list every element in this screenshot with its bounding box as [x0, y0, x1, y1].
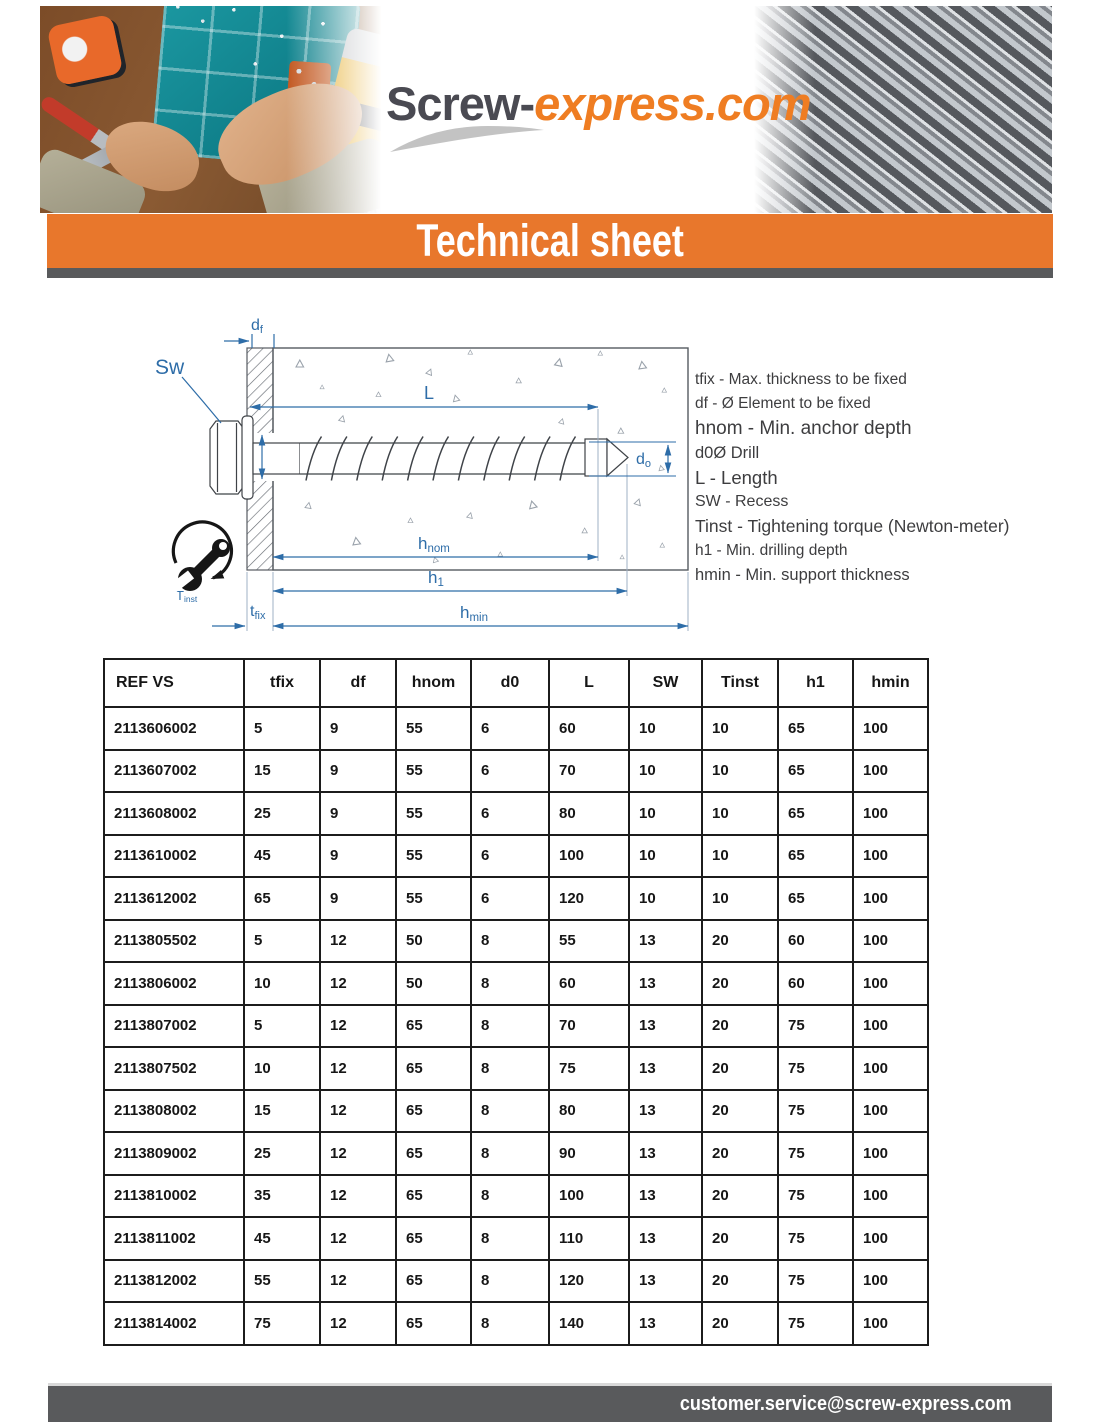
column-header: h1	[777, 658, 854, 708]
table-row: 2113809002 25 12 65 8 90 13 20 75 100	[103, 1131, 929, 1176]
legend-item: hnom - Min. anchor depth	[695, 417, 912, 439]
sw-label: Sw	[155, 356, 185, 379]
column-header: hnom	[395, 658, 472, 708]
table-row: 2113607002 15 9 55 6 70 10 10 65 100	[103, 748, 929, 793]
logo-text-dark: Screw-	[386, 77, 535, 130]
specification-table: REF VS tfix df hnom d0 L SW Tinst h1 hmi…	[103, 658, 929, 1346]
table-row: 2113810002 35 12 65 8 100 13 20 75 100	[103, 1173, 929, 1218]
column-header: hmin	[852, 658, 929, 708]
screw-anchor-drawing	[209, 415, 629, 500]
hnom-label: hnom	[418, 534, 450, 555]
footer-bar: customer.service@screw-express.com	[48, 1383, 1052, 1422]
table-row: 2113806002 10 12 50 8 60 13 20 60 100	[103, 961, 929, 1006]
table-row: 2113812002 55 12 65 8 120 13 20 75 100	[103, 1258, 929, 1303]
hmin-label: hmin	[460, 603, 488, 624]
page-title: Technical sheet	[416, 215, 684, 266]
table-row: 2113606002 5 9 55 6 60 10 10 65 100	[103, 706, 929, 751]
diagram-legend: tfix - Max. thickness to be fixed df - Ø…	[695, 368, 1095, 588]
extension-lines	[246, 409, 689, 631]
column-header: d0	[470, 658, 550, 708]
logo-text-orange: express.com	[534, 77, 811, 130]
anchor-technical-drawing: Sw df L do hnom h1 hmin tfix Tinst	[155, 317, 689, 631]
column-header: tfix	[243, 658, 321, 708]
screw-tip	[606, 437, 629, 478]
legend-item: df - Ø Element to be fixed	[695, 395, 871, 413]
header-photo-left	[40, 6, 392, 213]
df-label: df	[251, 317, 264, 336]
table-row: 2113608002 25 9 55 6 80 10 10 65 100	[103, 791, 929, 836]
length-label: L	[424, 383, 434, 403]
flange-washer	[241, 415, 254, 500]
table-row: 2113807502 10 12 65 8 75 13 20 75 100	[103, 1046, 929, 1091]
column-header: L	[548, 658, 630, 708]
legend-item: tfix - Max. thickness to be fixed	[695, 371, 907, 388]
table-header-row: REF VS tfix df hnom d0 L SW Tinst h1 hmi…	[103, 658, 929, 708]
table-row: 2113807002 5 12 65 8 70 13 20 75 100	[103, 1003, 929, 1048]
thread-helix	[305, 436, 577, 481]
tinst-label: Tinst	[176, 588, 198, 604]
dimension-labels: Sw df L do hnom h1 hmin tfix Tinst	[155, 317, 651, 624]
customer-service-email: customer.service@screw-express.com	[680, 1392, 1012, 1415]
legend-item: Tinst - Tightening torque (Newton-meter)	[695, 516, 1010, 537]
logo-swoosh	[390, 126, 544, 152]
table-row: 2113808002 15 12 65 8 80 13 20 75 100	[103, 1088, 929, 1133]
table-row: 2113805502 5 12 50 8 55 13 20 60 100	[103, 918, 929, 963]
legend-item: SW - Recess	[695, 493, 789, 511]
legend-item: d0Ø Drill	[695, 444, 760, 463]
title-banner: Technical sheet	[47, 214, 1053, 268]
torque-wrench-icon	[165, 520, 233, 596]
table-row: 2113814002 75 12 65 8 140 13 20 75 100	[103, 1301, 929, 1346]
h1-label: h1	[428, 568, 444, 589]
dimension-lines	[181, 334, 689, 630]
site-logo: Screw-express.com	[386, 76, 812, 131]
table-row: 2113811002 45 12 65 8 110 13 20 75 100	[103, 1216, 929, 1261]
column-header: Tinst	[701, 658, 779, 708]
banner-underline	[47, 268, 1053, 278]
column-header: REF VS	[103, 658, 245, 708]
column-header: df	[319, 658, 397, 708]
header-photo-right	[748, 6, 1052, 213]
tfix-label: tfix	[250, 603, 266, 622]
legend-item: hmin - Min. support thickness	[695, 566, 910, 585]
shank	[252, 442, 301, 475]
d0-label: do	[636, 451, 651, 470]
column-header: SW	[628, 658, 703, 708]
table-row: 2113612002 65 9 55 6 120 10 10 65 100	[103, 876, 929, 921]
legend-item: h1 - Min. drilling depth	[695, 541, 848, 559]
table-row: 2113610002 45 9 55 6 100 10 10 65 100	[103, 833, 929, 878]
legend-item: L - Length	[695, 466, 778, 488]
hex-head	[209, 420, 245, 495]
photo-fade	[40, 6, 392, 213]
